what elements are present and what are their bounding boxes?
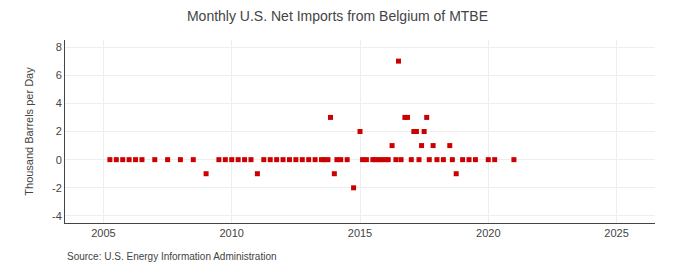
svg-text:2015: 2015 (348, 227, 372, 239)
svg-text:0: 0 (56, 154, 62, 166)
svg-text:2: 2 (56, 125, 62, 137)
svg-text:2005: 2005 (91, 227, 115, 239)
svg-text:Thousand Barrels per Day: Thousand Barrels per Day (23, 67, 35, 196)
svg-text:-2: -2 (52, 182, 62, 194)
svg-text:2025: 2025 (604, 227, 628, 239)
svg-text:Source: U.S. Energy Informatio: Source: U.S. Energy Information Administ… (67, 251, 277, 262)
svg-text:6: 6 (56, 69, 62, 81)
svg-text:8: 8 (56, 41, 62, 53)
svg-text:2010: 2010 (219, 227, 243, 239)
svg-text:-4: -4 (52, 210, 62, 222)
svg-text:4: 4 (56, 97, 62, 109)
svg-text:Monthly U.S. Net Imports from: Monthly U.S. Net Imports from Belgium of… (187, 8, 488, 24)
svg-text:2020: 2020 (476, 227, 500, 239)
